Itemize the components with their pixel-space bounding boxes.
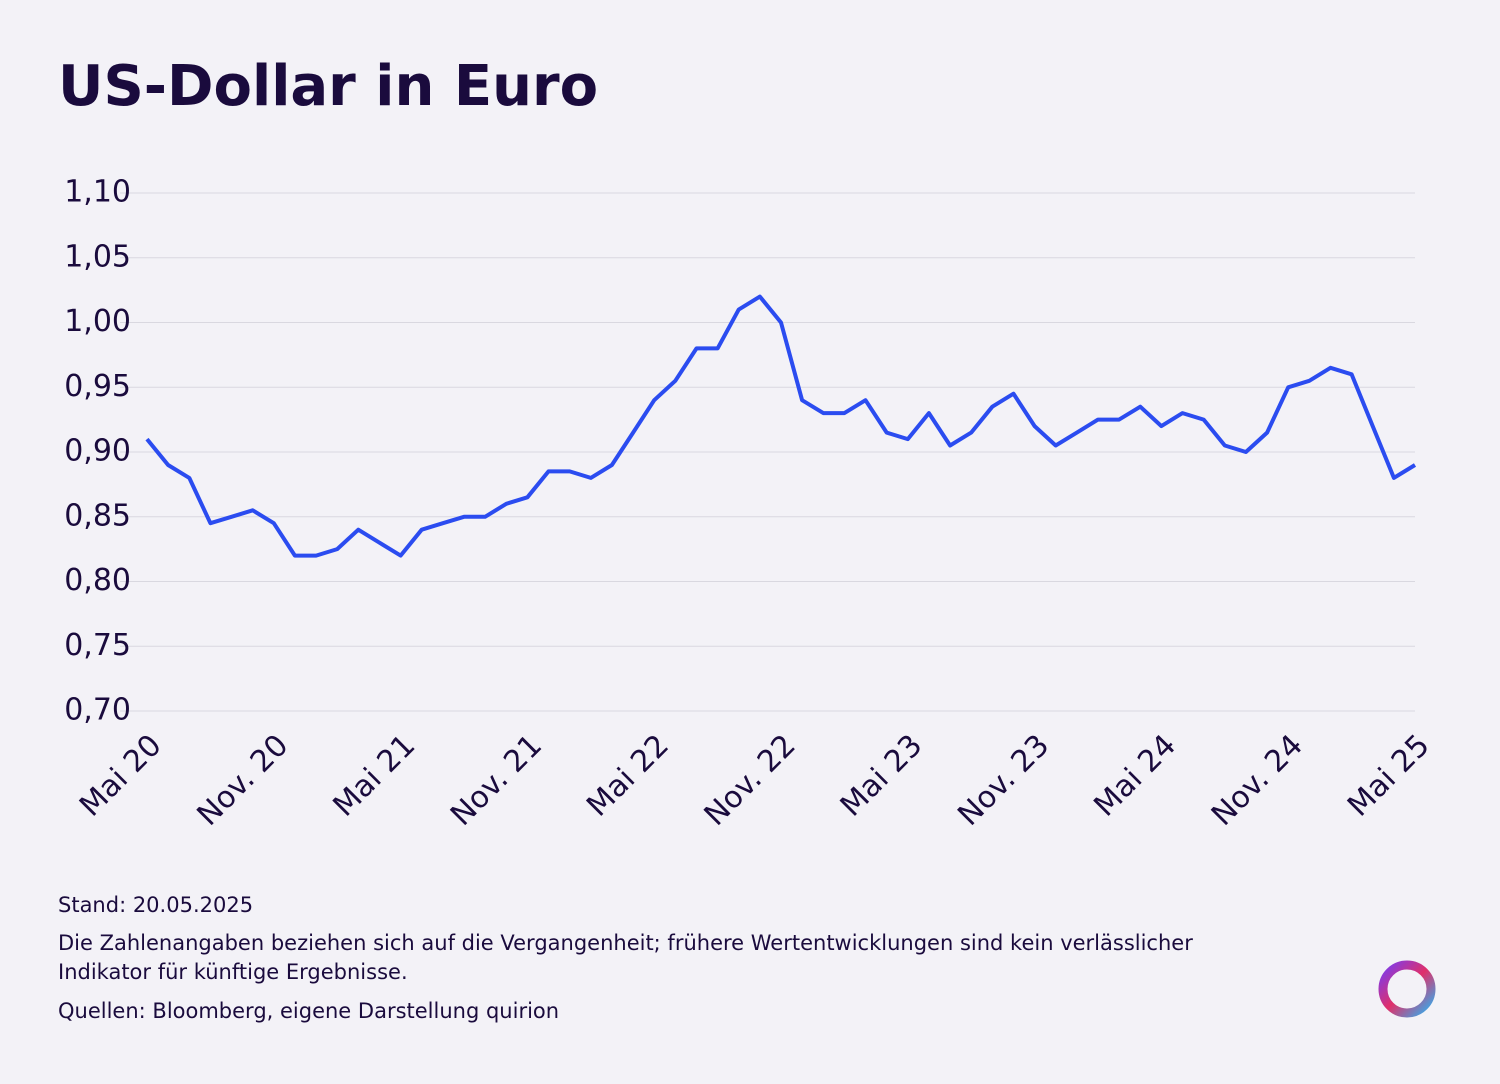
footnote: Quellen: Bloomberg, eigene Darstellung q…	[58, 999, 559, 1023]
chart-title: US-Dollar in Euro	[58, 54, 598, 119]
y-tick-label: 0,75	[64, 628, 131, 663]
logo	[1378, 960, 1436, 1018]
y-tick-label: 0,90	[64, 434, 131, 469]
y-tick-label: 0,70	[64, 693, 131, 728]
y-tick-label: 1,05	[64, 239, 131, 274]
y-tick-label: 1,00	[64, 304, 131, 339]
footnote: Die Zahlenangaben beziehen sich auf die …	[58, 931, 1193, 955]
line	[145, 294, 1417, 558]
y-tick-label: 0,80	[64, 563, 131, 598]
footnote: Stand: 20.05.2025	[58, 893, 253, 917]
y-tick-label: 0,85	[64, 498, 131, 533]
footnote: Indikator für künftige Ergebnisse.	[58, 960, 408, 984]
y-tick-label: 0,95	[64, 369, 131, 404]
y-tick-label: 1,10	[64, 175, 131, 210]
